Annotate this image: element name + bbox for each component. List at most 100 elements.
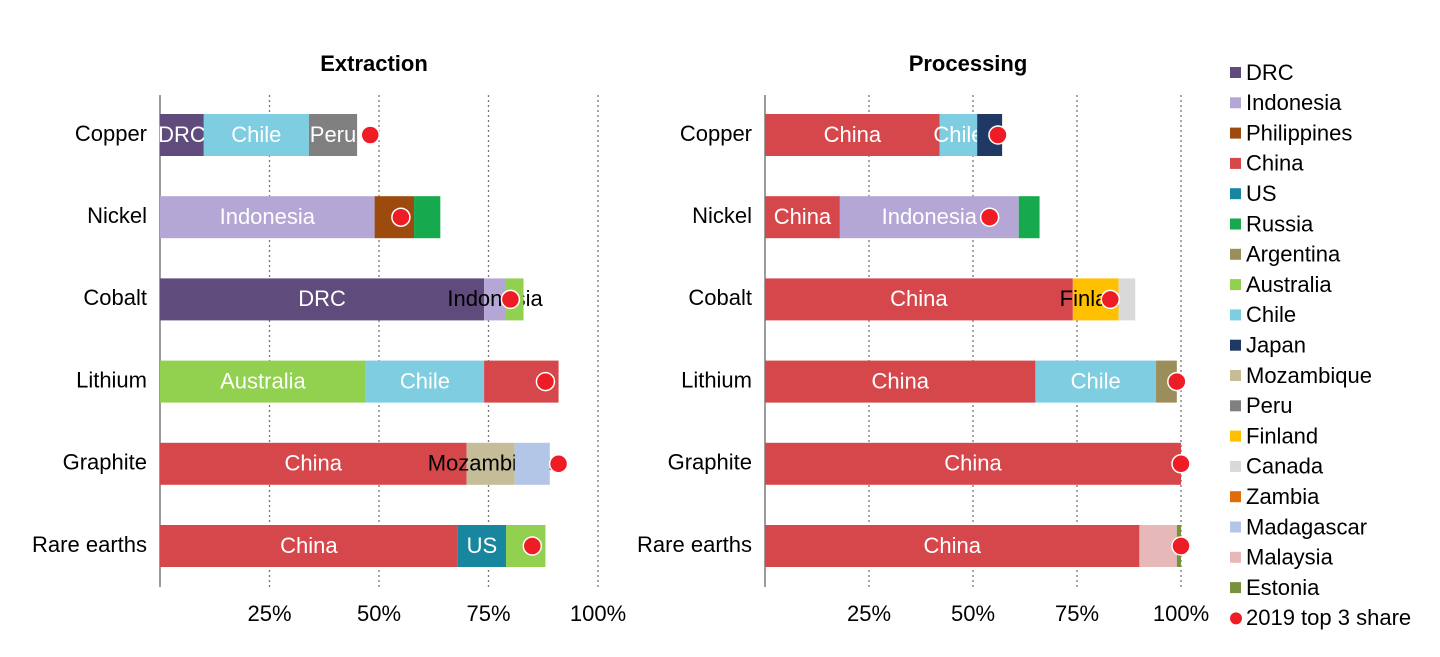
x-tick-label: 75% bbox=[466, 601, 510, 626]
legend-swatch bbox=[1230, 460, 1241, 472]
bar-segment bbox=[1118, 278, 1136, 321]
segment-label: Peru bbox=[310, 122, 356, 147]
segment-label: Chile bbox=[231, 122, 281, 147]
x-tick-label: 100% bbox=[570, 601, 626, 626]
legend-swatch bbox=[1230, 309, 1241, 321]
y-tick-label: Nickel bbox=[87, 203, 147, 228]
bar-segment bbox=[484, 278, 507, 321]
legend-label: China bbox=[1246, 151, 1304, 176]
chart-title: Processing bbox=[909, 51, 1028, 76]
bar-segment bbox=[160, 360, 366, 403]
segment-label: China bbox=[923, 533, 981, 558]
legend-label: Philippines bbox=[1246, 120, 1352, 145]
segment-label: Chile bbox=[933, 122, 983, 147]
legend-label: DRC bbox=[1246, 60, 1294, 85]
bar-segment bbox=[457, 525, 507, 567]
segment-label: Indonesia bbox=[220, 204, 316, 229]
segment-label: DRC bbox=[158, 122, 206, 147]
segment-label: China bbox=[890, 286, 948, 311]
y-tick-label: Lithium bbox=[681, 367, 752, 392]
legend-swatch bbox=[1230, 157, 1241, 169]
top3-marker bbox=[548, 454, 569, 474]
legend-label: Malaysia bbox=[1246, 545, 1334, 570]
y-tick-label: Graphite bbox=[63, 450, 147, 475]
x-tick-label: 25% bbox=[847, 601, 891, 626]
segment-label: Chile bbox=[400, 368, 450, 393]
legend-label: Zambia bbox=[1246, 484, 1320, 509]
bar-segment bbox=[160, 525, 458, 567]
y-tick-label: Copper bbox=[680, 121, 752, 146]
legend-swatch bbox=[1230, 188, 1241, 200]
y-tick-label: Rare earths bbox=[637, 532, 752, 557]
legend-label: Canada bbox=[1246, 454, 1324, 479]
bar-segment bbox=[1139, 525, 1177, 567]
legend-swatch bbox=[1230, 400, 1241, 412]
legend-swatch bbox=[1230, 218, 1241, 230]
segment-label: Indonesia bbox=[447, 286, 543, 311]
bar-segment bbox=[308, 114, 358, 156]
top3-marker bbox=[988, 125, 1008, 145]
legend-swatch bbox=[1230, 430, 1241, 442]
legend-marker bbox=[1230, 612, 1242, 625]
legend-swatch bbox=[1230, 582, 1241, 594]
legend-swatch bbox=[1230, 521, 1241, 533]
top3-marker bbox=[1171, 536, 1191, 556]
segment-label: Indonesia bbox=[882, 204, 978, 229]
chart-title: Extraction bbox=[320, 51, 428, 76]
y-tick-label: Copper bbox=[75, 121, 147, 146]
legend-swatch bbox=[1230, 551, 1241, 563]
bar-segment bbox=[365, 360, 485, 403]
bar-segment bbox=[160, 114, 204, 156]
segment-label: China bbox=[944, 451, 1002, 476]
y-tick-label: Graphite bbox=[668, 450, 752, 475]
bar-segment bbox=[203, 114, 309, 156]
segment-label: DRC bbox=[298, 286, 346, 311]
y-tick-label: Rare earths bbox=[32, 532, 147, 557]
legend-swatch bbox=[1230, 279, 1241, 291]
x-tick-label: 50% bbox=[951, 601, 995, 626]
legend-label: US bbox=[1246, 181, 1277, 206]
bar-segment bbox=[466, 442, 515, 485]
y-tick-label: Cobalt bbox=[688, 285, 752, 310]
top3-marker bbox=[500, 289, 521, 310]
bar-segment bbox=[1018, 196, 1040, 239]
top3-marker bbox=[360, 125, 380, 145]
segment-label: China bbox=[824, 122, 882, 147]
bar-segment bbox=[1035, 360, 1157, 403]
legend-label: Mozambique bbox=[1246, 363, 1372, 388]
bar-segment bbox=[765, 525, 1140, 567]
x-tick-label: 100% bbox=[1153, 601, 1209, 626]
legend-label: Madagascar bbox=[1246, 514, 1367, 539]
bar-segment bbox=[514, 442, 550, 485]
legend-label: Indonesia bbox=[1246, 90, 1342, 115]
top3-marker bbox=[535, 371, 556, 392]
legend-label: Chile bbox=[1246, 302, 1296, 327]
legend-swatch bbox=[1230, 67, 1241, 78]
top3-marker bbox=[1167, 371, 1187, 392]
legend-label: Estonia bbox=[1246, 575, 1320, 600]
segment-label: Chile bbox=[1071, 368, 1121, 393]
bar-segment bbox=[160, 196, 375, 239]
bar-segment bbox=[939, 114, 978, 156]
legend-swatch bbox=[1230, 370, 1241, 381]
legend-swatch bbox=[1230, 339, 1241, 351]
y-tick-label: Cobalt bbox=[83, 285, 147, 310]
segment-label: China bbox=[280, 533, 338, 558]
legend-swatch bbox=[1230, 248, 1241, 260]
bar-segment bbox=[160, 278, 485, 321]
bar-segment bbox=[1156, 360, 1177, 403]
legend-swatch bbox=[1230, 491, 1241, 503]
legend-label: Australia bbox=[1246, 272, 1332, 297]
segment-label: China bbox=[871, 368, 929, 393]
bar-segment bbox=[414, 196, 441, 239]
segment-label: China bbox=[774, 204, 832, 229]
top3-marker bbox=[979, 207, 1000, 227]
bar-segment bbox=[765, 360, 1036, 403]
bar-segment bbox=[765, 114, 940, 156]
x-tick-label: 75% bbox=[1055, 601, 1099, 626]
legend-label: Argentina bbox=[1246, 242, 1341, 267]
legend-label: Peru bbox=[1246, 393, 1292, 418]
legend-label: Russia bbox=[1246, 211, 1314, 236]
segment-label: Australia bbox=[220, 368, 306, 393]
